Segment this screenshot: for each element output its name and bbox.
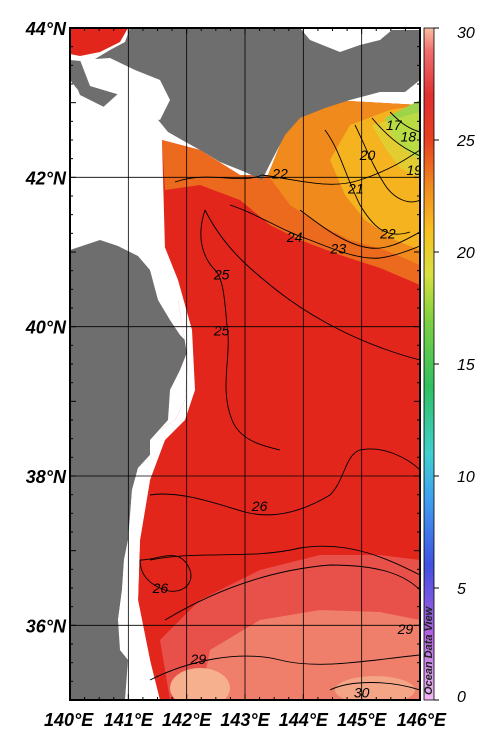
contour-label: 26 [251, 498, 268, 514]
sea-field-north-patch [70, 28, 128, 56]
contour-label: 26 [152, 580, 169, 596]
contour-line [149, 545, 420, 576]
lat-tick-label: 40°N [25, 318, 67, 338]
contour-line [204, 209, 420, 361]
nodata-strait [70, 90, 162, 250]
contour-line [200, 209, 281, 451]
lon-tick-label: 140°E [44, 710, 94, 730]
contour-label: 30 [354, 685, 370, 701]
colorbar-tick-label: 5 [457, 581, 466, 598]
contour-line [299, 209, 420, 249]
contour-line [389, 111, 420, 133]
lon-tick-label: 144°E [279, 710, 329, 730]
sea-field-hottest-east [335, 676, 415, 700]
contour-line [371, 117, 420, 157]
lat-tick-label: 38°N [26, 467, 67, 487]
colorbar-tick-label: 20 [456, 245, 475, 262]
contour-line [229, 204, 420, 259]
lat-tick-label: 44°N [25, 19, 67, 39]
lat-tick-label: 36°N [26, 616, 67, 636]
colorbar-ticks: 30 25 20 15 10 5 0 [434, 25, 475, 706]
contour-label: 19 [406, 162, 422, 178]
nodata-north [80, 58, 170, 120]
contour-line [164, 564, 420, 621]
colorbar-tick-label: 10 [457, 469, 475, 486]
contour-line [324, 129, 411, 235]
longitude-labels: 140°E 141°E 142°E 143°E 144°E 145°E 146°E [44, 710, 447, 730]
ocean-data-view-credit: Ocean Data View [423, 605, 435, 695]
contour-label: 21 [347, 181, 364, 197]
contour-label: 20 [359, 147, 376, 163]
lon-tick-label: 145°E [337, 710, 387, 730]
colorbar: 30 25 20 15 10 5 0 [423, 25, 475, 706]
colorbar-tick-label: 0 [457, 689, 466, 706]
sea-field-lightgreen [372, 112, 420, 178]
contour-label: 18 [401, 128, 417, 144]
lon-tick-label: 143°E [220, 710, 270, 730]
contour-label: 29 [397, 621, 414, 637]
nodata-coast [118, 240, 195, 700]
land-honshu [70, 240, 190, 700]
contour-label: 22 [379, 225, 396, 241]
contour-lines [139, 111, 420, 691]
contour-line [329, 682, 420, 691]
graticule [70, 28, 420, 700]
colorbar-gradient [423, 27, 435, 701]
colorbar-tick-label: 25 [456, 133, 475, 150]
contour-label: 22 [271, 166, 288, 182]
colorbar-tick-label: 15 [457, 357, 475, 374]
colorbar-tick-label: 30 [457, 25, 475, 42]
lon-tick-label: 146°E [397, 710, 447, 730]
contour-line [149, 654, 420, 681]
contour-label: 23 [330, 240, 347, 256]
contour-label: 29 [190, 651, 207, 667]
lon-tick-label: 142°E [162, 710, 212, 730]
lon-tick-label: 141°E [104, 710, 154, 730]
latitude-labels: 44°N 42°N 40°N 38°N 36°N [25, 19, 67, 636]
contour-label: 25 [213, 266, 230, 282]
contour-line [354, 124, 420, 203]
contour-label: 25 [213, 322, 230, 338]
contour-label: 24 [286, 229, 303, 245]
sea-field-hottest [170, 668, 230, 700]
contour-line [174, 149, 420, 185]
contour-line [149, 448, 420, 516]
contour-label: 17 [386, 117, 403, 133]
frame-ticks [69, 27, 421, 701]
lat-tick-label: 42°N [25, 168, 67, 188]
